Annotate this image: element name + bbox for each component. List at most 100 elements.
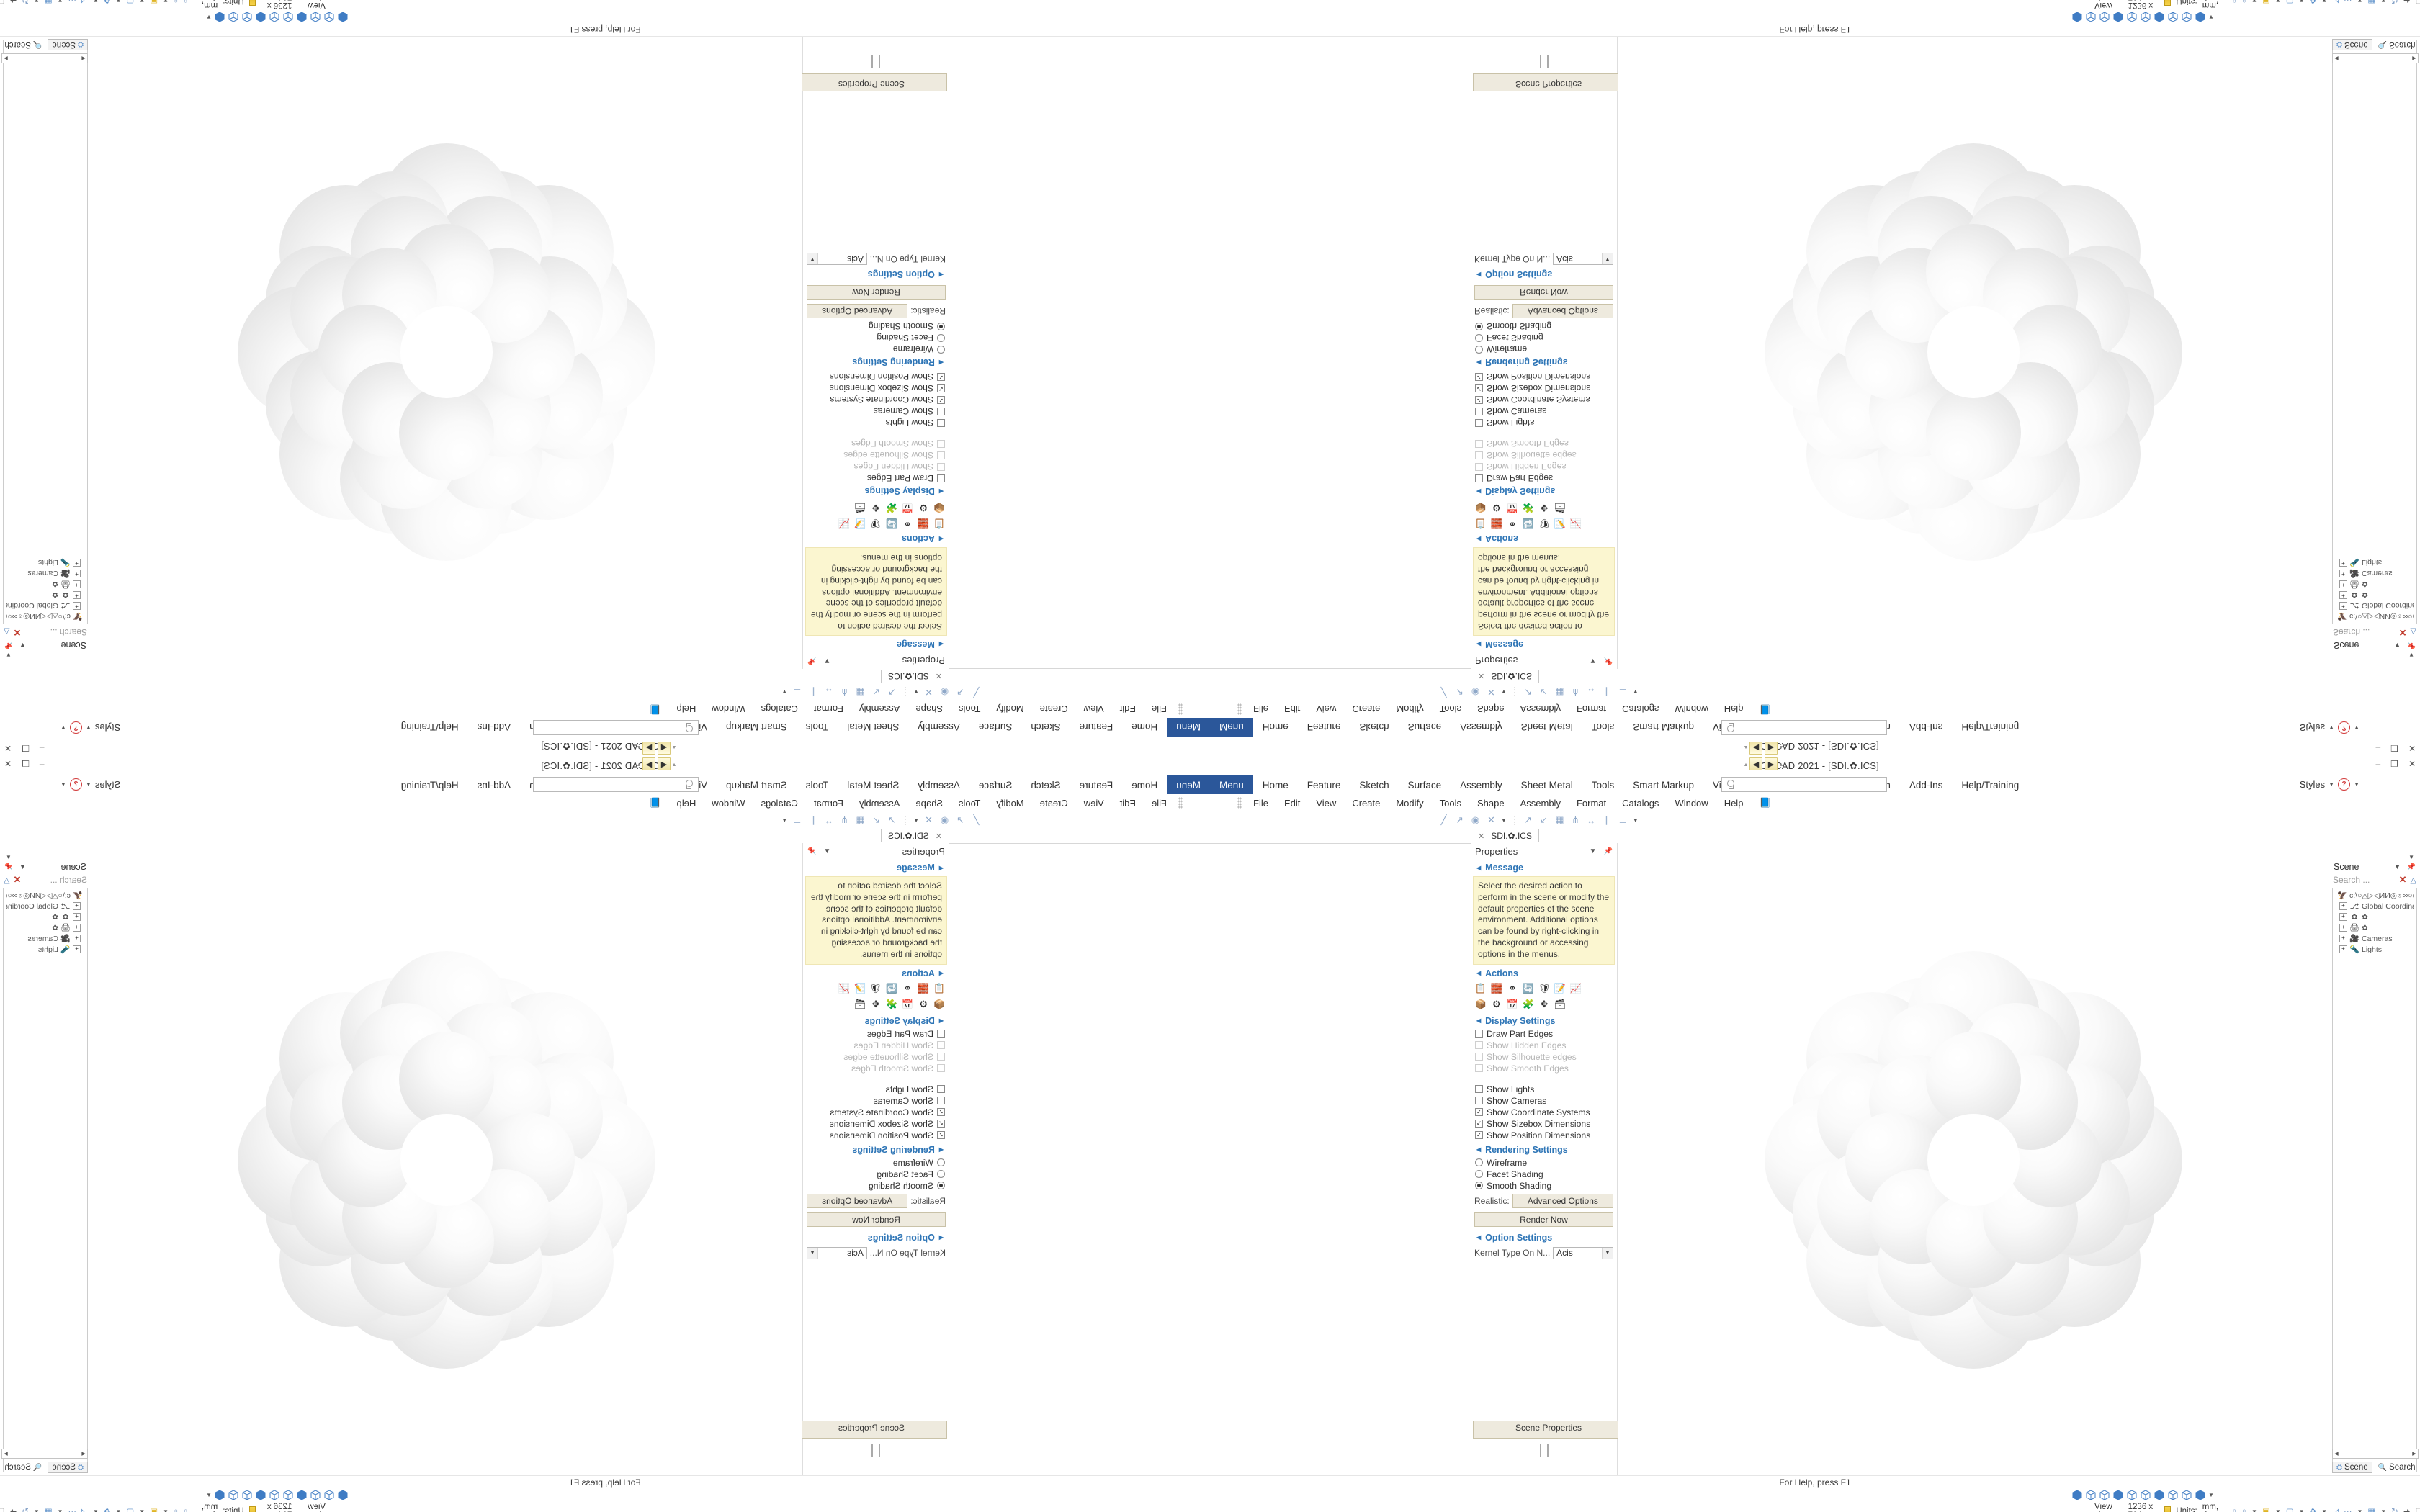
undo-icon[interactable]: ◀ <box>1749 742 1763 755</box>
menu-items[interactable]: File Edit View Create Modify Tools Shape Assemb… <box>1210 701 2420 718</box>
browser-tab-search[interactable]: 🔍 Search <box>2375 40 2419 50</box>
view-cube-left-view[interactable] <box>2112 1489 2125 1500</box>
ribbon-tab-menu[interactable]: Menu <box>1167 718 1210 737</box>
dimension-icon[interactable]: ↗ <box>1523 814 1532 825</box>
chevron-down-icon[interactable]: ▼ <box>2329 724 2335 731</box>
ribbon-tab-sketch[interactable]: Sketch <box>1031 779 1061 791</box>
move-icon[interactable]: ✥ <box>2309 1508 2317 1512</box>
catalog-book-icon[interactable]: 📘 <box>1759 704 1771 715</box>
view-cube-left-view[interactable] <box>2112 12 2125 23</box>
zoom-out-icon[interactable]: ⌕ <box>2241 1506 2247 1512</box>
menu-item-tools[interactable]: Tools <box>1439 703 1461 715</box>
display-option2-show-coordinate-systems[interactable]: ✓ Show Coordinate Systems <box>1471 394 1617 405</box>
properties-tab-1[interactable] <box>1539 1444 1541 1457</box>
window-controls[interactable]: – ❐ ✕ <box>2375 743 2416 753</box>
render-mode-icon[interactable]: ▣ <box>2262 1508 2270 1512</box>
menu-item-file[interactable]: File <box>1253 703 1268 715</box>
browser-bottom-tabs[interactable]: ⛭ Scene 🔍 Search <box>2332 39 2419 50</box>
maximize-icon[interactable]: ❐ <box>22 759 30 769</box>
scene-properties-button[interactable]: Scene Properties <box>1473 1421 1624 1439</box>
shield-icon[interactable]: 🛡 <box>869 518 882 530</box>
checkbox-display-option2-3[interactable]: ✓ <box>937 384 945 392</box>
help-badge-icon[interactable]: ? <box>69 778 82 791</box>
checkbox-display-option-0[interactable] <box>1475 1030 1483 1038</box>
display-option2-show-position-dimensions[interactable]: ✓ Show Position Dimensions <box>803 1130 949 1141</box>
rendering-option-wireframe[interactable]: Wireframe <box>803 1157 949 1169</box>
clear-search-icon[interactable]: ✕ <box>13 627 22 638</box>
collapse-triangle-icon-display[interactable]: ◀ <box>1476 487 1482 495</box>
help-badge-icon[interactable]: ? <box>69 721 82 734</box>
checkbox-display-option2-3[interactable]: ✓ <box>1475 384 1483 392</box>
pin-icon-browser[interactable]: 📌 <box>2406 863 2416 871</box>
ribbon-tab-tools[interactable]: Tools <box>805 779 829 791</box>
radio-rendering-2[interactable] <box>937 1182 945 1190</box>
view-cube-bottom-view[interactable] <box>2154 12 2166 23</box>
pin-icon-browser[interactable]: 📌 <box>4 641 14 649</box>
chevron-down-icon-constraints[interactable]: ▼ <box>1632 816 1639 824</box>
perpendicular-icon[interactable]: ⊥ <box>1618 687 1628 698</box>
message-section-header[interactable]: ◀ Message <box>803 637 949 652</box>
render-mode-icon[interactable]: ▣ <box>150 0 158 4</box>
expand-icon-5[interactable]: + <box>2339 559 2347 567</box>
view-cube-top-view[interactable] <box>2140 12 2152 23</box>
menu-item-format[interactable]: Format <box>1576 797 1607 809</box>
collapse-triangle-icon-actions[interactable]: ◀ <box>938 535 944 542</box>
point-icon[interactable]: ✕ <box>925 687 933 698</box>
ribbon-search-input[interactable] <box>1721 720 1887 735</box>
chevron-down-icon-kernel[interactable]: ▼ <box>1602 253 1613 265</box>
maximize-icon[interactable]: ❐ <box>2390 759 2398 769</box>
solid-icon[interactable]: 🗃 <box>853 503 866 514</box>
tree-node-3[interactable]: + 🖨 ✿ <box>6 922 85 933</box>
menu-item-assembly[interactable]: Assembly <box>1520 797 1561 809</box>
menu-item-catalogs[interactable]: Catalogs <box>761 797 798 809</box>
chevron-down-icon-viewcube[interactable]: ▼ <box>2380 1508 2387 1512</box>
radio-rendering-0[interactable] <box>1475 345 1483 354</box>
ribbon-tab-help-training[interactable]: Help/Training <box>400 779 459 791</box>
menu-item-help[interactable]: Help <box>1724 797 1744 809</box>
view-cube-front-view[interactable] <box>323 12 335 23</box>
zoom-out-icon[interactable]: ⌕ <box>173 0 179 6</box>
chevron-down-icon-2[interactable]: ▼ <box>60 724 66 731</box>
perpendicular-icon[interactable]: ⊥ <box>792 814 802 825</box>
chevron-down-icon-shading[interactable]: ▼ <box>2298 1508 2305 1512</box>
sketch-edit-icon[interactable]: 📝 <box>1554 518 1567 530</box>
checkbox-display-option-3[interactable] <box>1475 439 1483 448</box>
ribbon-tab-add-ins[interactable]: Add-Ins <box>477 779 511 791</box>
ribbon-tab-add-ins[interactable]: Add-Ins <box>477 721 511 733</box>
angle-dimension-icon[interactable]: ↙ <box>872 687 881 698</box>
expand-icon-3[interactable]: + <box>2339 580 2347 588</box>
circle-icon[interactable]: ◉ <box>1471 814 1480 825</box>
ribbon-tab-tools[interactable]: Tools <box>1591 721 1615 733</box>
collapse-triangle-icon-message[interactable]: ◀ <box>1476 864 1482 871</box>
render-mode-icon[interactable]: ▣ <box>150 1508 158 1512</box>
checkbox-display-option2-3[interactable]: ✓ <box>937 1120 945 1128</box>
styles-menu[interactable]: Styles ▼ ? ▼ <box>60 778 120 791</box>
display-option2-show-coordinate-systems[interactable]: ✓ Show Coordinate Systems <box>803 394 949 405</box>
gear-icon[interactable]: ⚙ <box>1492 998 1501 1009</box>
parallel-icon[interactable]: ∥ <box>810 687 815 698</box>
browser-header-controls[interactable]: ▼ 📌 <box>2394 642 2416 649</box>
properties-header-controls[interactable]: ▼ 📌 <box>1590 657 1613 665</box>
browser-search-row[interactable]: Search ... ✕ △ <box>2329 873 2420 886</box>
display-option-show-hidden-edges[interactable]: Show Hidden Edges <box>803 461 949 472</box>
grid-icon[interactable]: ▦ <box>1555 814 1564 825</box>
chevron-down-icon[interactable]: ▼ <box>85 724 91 731</box>
kernel-type-select[interactable]: Acis ▼ <box>807 1246 867 1259</box>
properties-tab-1[interactable] <box>879 55 881 68</box>
menu-item-shape[interactable]: Shape <box>915 703 943 715</box>
pin-icon-browser[interactable]: 📌 <box>4 863 14 871</box>
chevron-down-icon-render[interactable]: ▼ <box>2275 1508 2281 1512</box>
expand-icon-3[interactable]: + <box>73 580 81 588</box>
browser-search-row[interactable]: Search ... ✕ △ <box>0 626 91 639</box>
ribbon-tab-smart-markup[interactable]: Smart Markup <box>1633 721 1694 733</box>
rendering-settings-header[interactable]: ◀ Rendering Settings <box>803 1143 949 1157</box>
expand-icon-2[interactable]: + <box>73 913 81 921</box>
display-option2-show-lights[interactable]: Show Lights <box>803 1084 949 1095</box>
perspective-icon[interactable]: ⋯ <box>68 1508 77 1512</box>
view-cube-top-view[interactable] <box>268 1489 280 1500</box>
chevron-down-icon-move[interactable]: ▼ <box>2321 0 2328 4</box>
window-controls[interactable]: – ❐ ✕ <box>4 759 45 769</box>
advanced-options-button[interactable]: Advanced Options <box>807 1193 908 1208</box>
zoom-out-icon[interactable]: ⌕ <box>2241 0 2247 6</box>
coordinate-icon[interactable]: ✥ <box>1540 503 1549 514</box>
